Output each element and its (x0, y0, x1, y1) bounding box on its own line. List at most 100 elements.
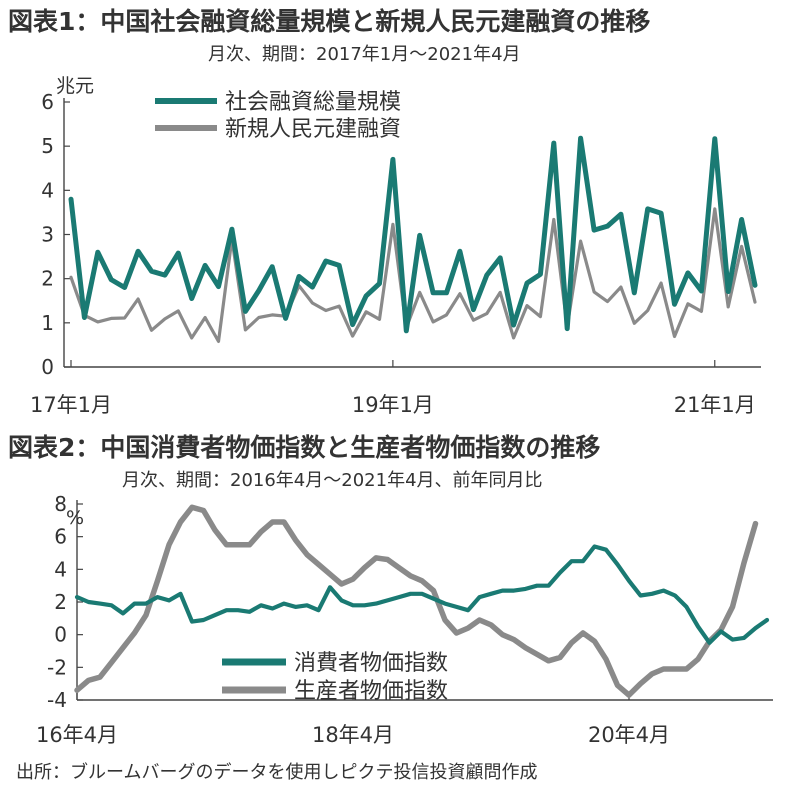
data-point (352, 579, 353, 580)
data-point (732, 639, 733, 640)
data-point (249, 611, 250, 612)
data-point (157, 597, 158, 598)
data-point (341, 600, 342, 601)
data-point (226, 544, 227, 545)
data-point (467, 628, 468, 629)
data-point (237, 610, 238, 611)
data-point (456, 606, 457, 607)
legend-label: 生産者物価指数 (294, 679, 448, 704)
data-point (191, 621, 192, 622)
data-point (421, 580, 422, 581)
data-point (214, 615, 215, 616)
legend-label: 消費者物価指数 (294, 651, 448, 676)
data-point (99, 677, 100, 678)
data-point (628, 695, 629, 696)
data-point (111, 605, 112, 606)
y-tick-label: 0 (41, 355, 54, 379)
x-tick-label: 16年4月 (36, 723, 118, 747)
data-point (76, 690, 77, 691)
data-point (180, 593, 181, 594)
data-point (226, 610, 227, 611)
series-line-2 (74, 504, 759, 698)
data-point (260, 531, 261, 532)
y-tick-label: 2 (41, 267, 54, 291)
x-tick-label: 17年1月 (30, 393, 112, 417)
y-tick-label: 4 (54, 557, 67, 581)
data-point (594, 546, 595, 547)
data-point (640, 683, 641, 684)
data-point (674, 595, 675, 596)
data-point (628, 580, 629, 581)
data-point (329, 587, 330, 588)
y-tick-label: 0 (54, 623, 67, 647)
data-point (732, 606, 733, 607)
data-point (398, 567, 399, 568)
data-point (180, 521, 181, 522)
data-point (490, 593, 491, 594)
data-point (283, 521, 284, 522)
series-line-1 (68, 135, 758, 334)
data-point (306, 605, 307, 606)
data-point (502, 590, 503, 591)
y-tick-label: 6 (41, 90, 54, 114)
legend-label: 新規人民元建融資 (225, 117, 401, 142)
data-point (145, 615, 146, 616)
data-point (697, 659, 698, 660)
data-point (295, 539, 296, 540)
data-point (433, 598, 434, 599)
y-tick-label: 8 (54, 492, 67, 516)
data-point (375, 603, 376, 604)
data-point (249, 544, 250, 545)
data-point (490, 624, 491, 625)
data-point (525, 647, 526, 648)
data-point (410, 593, 411, 594)
data-point (502, 634, 503, 635)
y-unit-label: 兆元 (56, 75, 94, 97)
data-point (111, 662, 112, 663)
data-point (548, 660, 549, 661)
legend-label: 社会融資総量規模 (225, 90, 401, 115)
y-tick-label: -4 (47, 688, 67, 712)
data-point (157, 580, 158, 581)
y-tick-label: 3 (41, 223, 54, 247)
data-point (341, 583, 342, 584)
data-point (594, 641, 595, 642)
data-point (237, 544, 238, 545)
data-point (479, 619, 480, 620)
data-point (605, 549, 606, 550)
data-point (318, 564, 319, 565)
data-point (88, 601, 89, 602)
data-point (260, 605, 261, 606)
data-point (99, 603, 100, 604)
data-point (272, 608, 273, 609)
data-point (559, 572, 560, 573)
series-line-1 (74, 544, 770, 645)
data-point (122, 647, 123, 648)
chart1-title: 図表1：中国社会融資総量規模と新規人民元建融資の推移 (8, 7, 651, 36)
data-point (513, 590, 514, 591)
data-point (582, 632, 583, 633)
data-point (318, 610, 319, 611)
data-point (433, 590, 434, 591)
data-point (663, 590, 664, 591)
data-point (76, 597, 77, 598)
data-point (283, 603, 284, 604)
data-point (168, 544, 169, 545)
data-point (674, 668, 675, 669)
data-point (203, 510, 204, 511)
data-point (122, 613, 123, 614)
data-point (766, 619, 767, 620)
data-point (743, 637, 744, 638)
data-point (364, 605, 365, 606)
data-point (444, 603, 445, 604)
data-point (582, 561, 583, 562)
data-point (444, 619, 445, 620)
data-point (398, 597, 399, 598)
x-tick-label: 18年4月 (312, 723, 394, 747)
data-point (513, 639, 514, 640)
data-point (467, 610, 468, 611)
data-point (306, 554, 307, 555)
data-point (640, 595, 641, 596)
data-point (548, 585, 549, 586)
y-tick-label: 4 (41, 178, 54, 202)
